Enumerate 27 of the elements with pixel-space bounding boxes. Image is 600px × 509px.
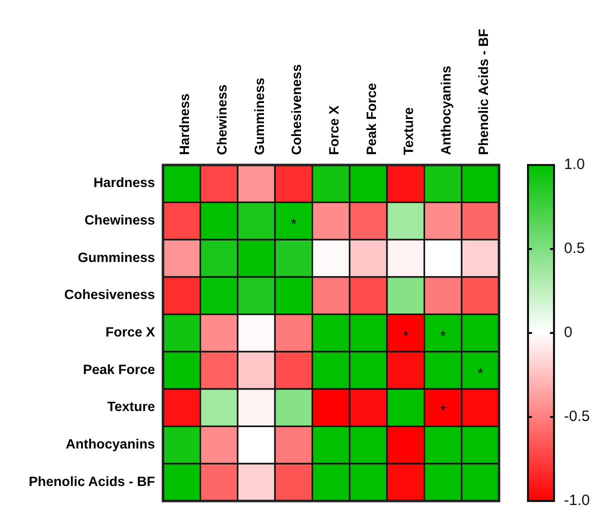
x-tick-label: Gumminess <box>252 78 267 155</box>
data-label: * <box>477 365 484 382</box>
y-tick-label: Cohesiveness <box>64 287 155 302</box>
y-tick-label: Force X <box>105 324 155 340</box>
y-tick-label: Anthocyanins <box>66 436 155 452</box>
x-tick-label: Cohesiveness <box>289 64 304 155</box>
data-label: * <box>440 328 446 345</box>
data-label: * <box>402 328 409 345</box>
y-tick-label: Chewiness <box>84 212 155 228</box>
x-tick-label: Phenolic Acids - BF <box>476 28 491 155</box>
color-bar-label: 0 <box>564 324 572 341</box>
color-bar-label: 0.5 <box>564 240 585 257</box>
y-tick-label: Phenolic Acids - BF <box>28 474 155 489</box>
color-bar-label: -1.0 <box>564 492 590 509</box>
color-bar-label: -0.5 <box>564 408 590 425</box>
y-tick-label: Gumminess <box>78 250 155 265</box>
x-tick-label: Texture <box>401 106 416 155</box>
x-tick-label: Peak Force <box>364 82 379 155</box>
x-tick-label: Anthocyanins <box>438 66 454 155</box>
color-bar-label: 1.0 <box>564 156 585 173</box>
x-tick-label: Chewiness <box>214 84 230 155</box>
x-tick-label: Force X <box>326 105 342 155</box>
y-tick-label: Texture <box>107 399 156 414</box>
y-tick-label: Peak Force <box>82 362 156 377</box>
data-label: * <box>440 402 446 420</box>
data-label: * <box>290 216 297 233</box>
y-tick-label: Hardness <box>93 175 155 190</box>
